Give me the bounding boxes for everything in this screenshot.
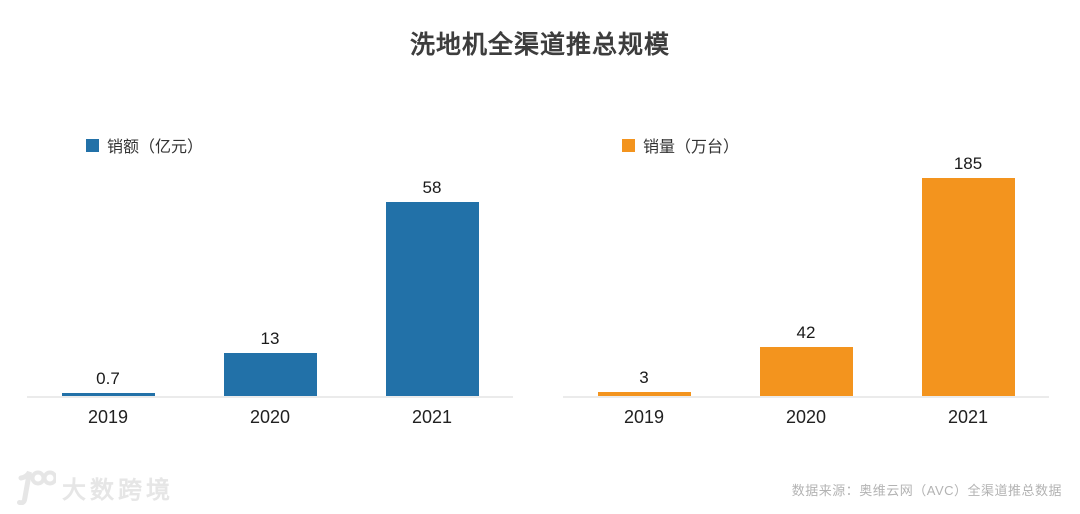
sales-value-legend: 销额（亿元） [86,137,513,156]
bar-2020 [223,353,317,396]
logo-100-icon [17,470,56,505]
bar-2020 [759,347,853,396]
legend-swatch-orange-icon [622,138,635,152]
logo-text: 大数跨境 [62,476,174,504]
bar-group-2019: 0.7 [27,370,189,396]
sales-value-x-axis: 2019 2020 2021 [27,398,513,426]
bar-value-label: 13 [260,329,280,348]
bar-2021 [921,178,1015,396]
data-source-note: 数据来源：奥维云网（AVC）全渠道推总数据 [791,483,1062,498]
x-tick-2019: 2019 [623,407,665,427]
page-title: 洗地机全渠道推总规模 [409,31,670,59]
bar-value-label: 3 [639,368,649,387]
legend-swatch-blue-icon [86,138,99,152]
sales-volume-x-axis: 2019 2020 2021 [563,398,1049,426]
bar-group-2021: 58 [351,179,513,396]
bar-value-label: 185 [953,154,983,173]
charts-row: 销额（亿元） 0.7 13 58 2019 2020 2021 销量（万台） 3 42 18… [0,137,1080,426]
bar-2021 [385,202,479,396]
sales-volume-chart: 销量（万台） 3 42 185 2019 2020 2021 [563,137,1049,426]
sales-value-chart: 销额（亿元） 0.7 13 58 2019 2020 2021 [27,137,513,426]
bar-value-label: 58 [422,178,442,197]
x-tick-2020: 2020 [785,407,827,427]
legend-label: 销额（亿元） [107,139,204,156]
bar-group-2020: 42 [725,324,887,396]
bar-value-label: 0.7 [96,369,120,388]
sales-value-plot-area: 0.7 13 58 [27,155,513,398]
x-tick-2020: 2020 [249,407,291,427]
x-tick-2019: 2019 [87,407,129,427]
bar-2019 [597,392,691,396]
bar-value-label: 42 [796,323,816,342]
sales-volume-legend: 销量（万台） [622,137,1049,156]
sales-volume-plot-area: 3 42 185 [563,155,1049,398]
bar-group-2020: 13 [189,330,351,396]
bar-group-2019: 3 [563,369,725,396]
x-tick-2021: 2021 [411,407,453,427]
legend-label: 销量（万台） [643,139,740,156]
bar-2019 [61,393,155,396]
x-tick-2021: 2021 [947,407,989,427]
dashukuajing-watermark-logo: 大数跨境 [12,469,174,505]
bar-group-2021: 185 [887,155,1049,396]
